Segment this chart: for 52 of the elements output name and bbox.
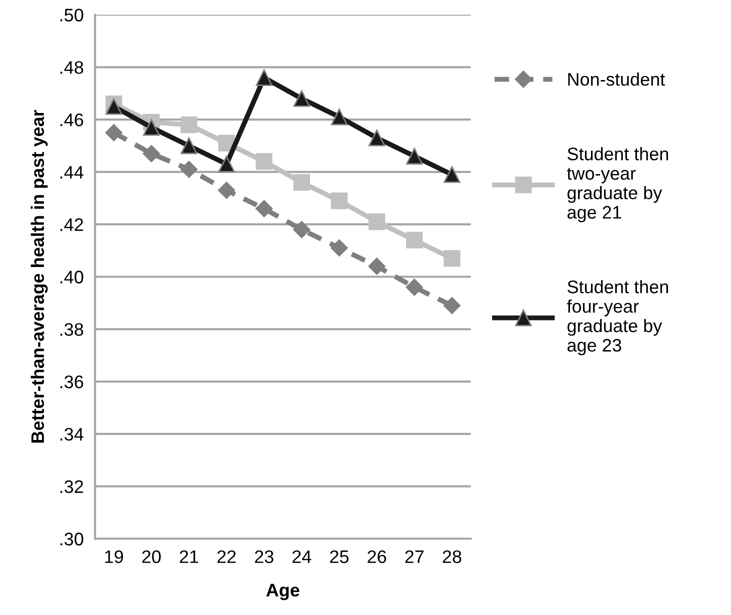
- legend-label: Student then two-year graduate by age 21: [567, 147, 668, 222]
- y-tick-label: .42: [60, 218, 84, 231]
- y-tick-label: .40: [60, 270, 84, 284]
- point: [180, 116, 198, 134]
- x-tick-label: 26: [368, 550, 386, 564]
- y-tick-label: .34: [60, 428, 84, 441]
- x-tick-label: 24: [292, 550, 312, 563]
- point: [368, 130, 386, 146]
- point: [293, 174, 310, 191]
- x-axis-title: Age: [266, 584, 300, 600]
- y-tick-label: .48: [60, 61, 84, 74]
- point: [443, 297, 461, 314]
- point: [368, 213, 386, 230]
- point: [330, 108, 348, 126]
- point: [406, 232, 423, 248]
- point: [330, 239, 348, 256]
- legend-label: Non-student: [568, 72, 665, 86]
- point: [256, 69, 272, 86]
- y-tick-label: .30: [60, 532, 84, 546]
- point: [218, 182, 236, 199]
- x-tick-label: 19: [105, 550, 124, 564]
- point: [143, 119, 160, 136]
- point: [406, 278, 423, 296]
- point: [368, 258, 386, 275]
- x-tick-label: 20: [142, 550, 161, 564]
- x-tick-label: 22: [217, 550, 236, 563]
- point: [105, 124, 122, 142]
- y-tick-label: .50: [60, 8, 84, 22]
- y-tick-label: .46: [60, 113, 84, 126]
- point: [293, 90, 310, 107]
- point: [444, 166, 460, 183]
- x-tick-label: 28: [442, 550, 462, 564]
- point: [406, 148, 423, 165]
- y-tick-label: .36: [60, 375, 84, 388]
- y-tick-label: .44: [60, 166, 84, 178]
- legend-label: Student then four-year graduate by age 23: [567, 280, 668, 356]
- x-tick-label: 21: [180, 550, 198, 563]
- point: [180, 137, 198, 154]
- y-axis-title: Better-than-average health in past year: [30, 110, 48, 443]
- x-tick-label: 27: [405, 550, 424, 563]
- point: [180, 160, 198, 178]
- point: [142, 145, 160, 162]
- point: [293, 221, 310, 238]
- point: [330, 192, 348, 210]
- y-tick-label: .32: [60, 480, 84, 494]
- x-tick-label: 25: [330, 550, 349, 564]
- point: [256, 200, 273, 218]
- point: [218, 156, 235, 172]
- y-tick-label: .38: [60, 323, 84, 336]
- point: [444, 250, 460, 267]
- point: [256, 153, 272, 170]
- x-tick-label: 23: [254, 550, 274, 564]
